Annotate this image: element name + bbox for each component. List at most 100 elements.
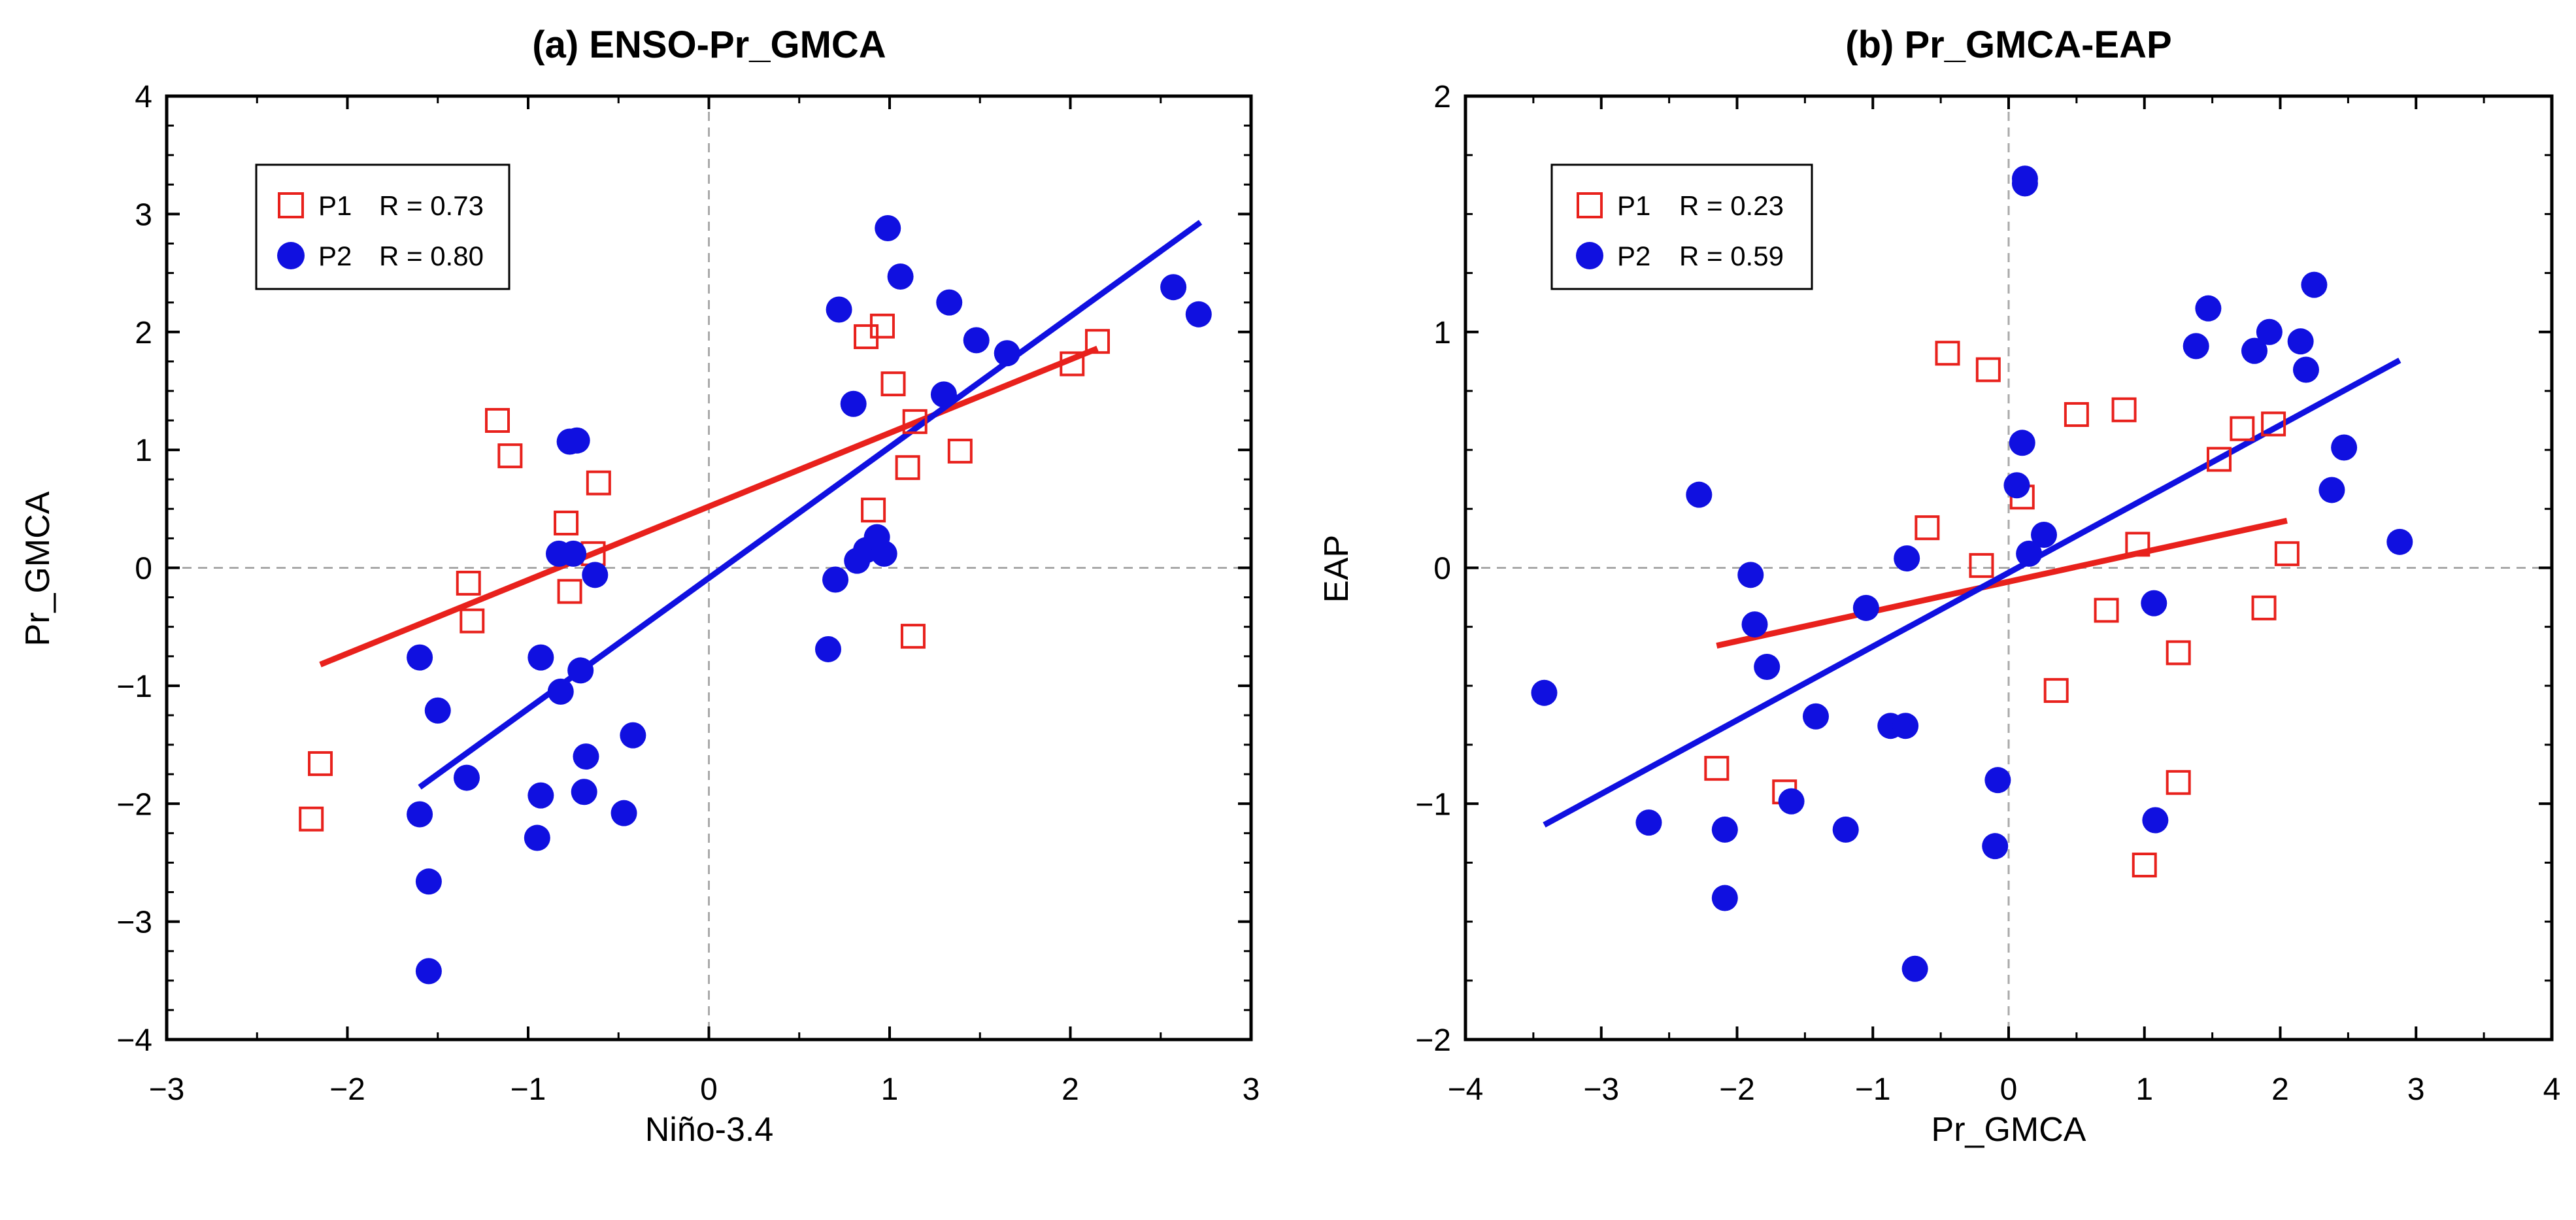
panel-a-point-p1 [861, 498, 886, 523]
panel-a-point-p2 [620, 722, 646, 749]
panel-a-point-p2 [415, 958, 442, 985]
panel-b-fit-line-p2 [1543, 358, 2401, 828]
panel-a-point-p2 [963, 327, 990, 354]
panel-b-legend-box [1550, 163, 1813, 290]
panel-a-y-tick-label: −2 [116, 787, 152, 822]
panel-b-point-p2 [1982, 833, 2009, 860]
panel-b-point-p2 [2292, 356, 2319, 383]
panel-a-points [299, 215, 1212, 985]
panel-b-legend-p2-label: P2 [1617, 241, 1650, 271]
panel-b-point-p2 [2318, 477, 2345, 503]
panel-a-point-p1 [947, 438, 973, 464]
panel-b-point-p2 [2142, 807, 2169, 834]
panel-b-fit-lines [1543, 358, 2401, 828]
panel-a-point-p1 [1060, 351, 1085, 377]
panel-b-legend-p1-label: P1 [1617, 190, 1650, 221]
panel-a-point-p2 [407, 801, 433, 828]
panel-a-point-p1 [586, 470, 611, 496]
panel-a-point-p2 [527, 644, 554, 671]
panel-a-y-axis-label: Pr_GMCA [19, 491, 57, 646]
panel-a-y-tick-label: 0 [135, 552, 152, 586]
panel-a-x-tick-label: 2 [1062, 1072, 1079, 1107]
panel-b-title: (b) Pr_GMCA-EAP [1845, 24, 2171, 66]
panel-b-point-p2 [1894, 545, 1920, 572]
panel-b-y-tick-label: 2 [1433, 80, 1451, 114]
panel-a-point-p2 [826, 296, 852, 323]
panel-b-ticks: −4 −3 −2 −1 0 1 2 3 4 −2 −1 0 1 2 [1415, 80, 2560, 1107]
panel-b-point-p2 [1832, 816, 1859, 843]
panel-a-legend-box [255, 163, 510, 290]
panel-a-point-p2 [611, 800, 637, 826]
panel-a-point-p2 [871, 540, 897, 567]
panel-a-y-tick-label: 3 [135, 197, 152, 232]
panel-a-y-tick-label: 4 [135, 80, 152, 114]
panel-a-point-p2 [567, 657, 594, 684]
panel-a-x-tick-label: −3 [149, 1072, 185, 1107]
panel-a-x-tick-label: 3 [1243, 1072, 1260, 1107]
panel-b-point-p2 [1635, 809, 1662, 836]
panel-b-x-tick-label: −4 [1448, 1072, 1484, 1107]
panel-b-point-p1 [2251, 595, 2277, 620]
panel-b-legend-p1-r-value: R = 0.23 [1679, 190, 1784, 221]
panel-b-y-tick-label: 1 [1433, 316, 1451, 350]
panel-a-legend-p1-r-value: R = 0.73 [379, 190, 484, 221]
panel-b-point-p2 [1531, 679, 1558, 706]
panel-a-x-tick-label: 0 [700, 1072, 718, 1107]
panel-a-point-p2 [415, 868, 442, 895]
panel-a-x-tick-label: −1 [510, 1072, 546, 1107]
panel-b-zero-lines [1465, 96, 2552, 1040]
panel-b-legend-p2-r-value: R = 0.59 [1679, 241, 1784, 271]
panel-a-y-tick-label: −4 [116, 1023, 152, 1058]
panel-a-point-p2 [560, 540, 587, 567]
panel-a-x-axis-label: Niño-3.4 [645, 1111, 774, 1149]
panel-a-point-p2 [571, 779, 597, 805]
panel-a-point-p1 [460, 608, 485, 634]
panel-a-legend-p2-marker [277, 242, 305, 269]
panel-a-y-tick-label: −3 [116, 906, 152, 940]
panel-b-point-p2 [1778, 788, 1805, 815]
panel-b-point-p1 [1935, 341, 1960, 366]
panel-a-point-p2 [453, 764, 480, 791]
panel-b-point-p1 [1915, 515, 1940, 541]
panel-a-point-p2 [1185, 301, 1212, 328]
panel-a-point-p1 [299, 806, 324, 832]
panel-a-fit-line-p1 [319, 345, 1099, 668]
panel-b-points [1531, 165, 2413, 982]
panel-b-x-tick-label: 2 [2271, 1072, 2289, 1107]
panel-a-point-p2 [524, 824, 550, 851]
panel-a-point-p2 [814, 635, 841, 662]
panel-a-point-p2 [547, 678, 574, 705]
panel-a-legend-p1-marker [278, 192, 304, 218]
panel-b-x-tick-label: 1 [2135, 1072, 2153, 1107]
panel-a-point-p2 [887, 263, 914, 290]
panel-b-point-p2 [1754, 654, 1781, 681]
panel-a-point-p1 [484, 408, 510, 433]
panel-b-point-p1 [2207, 447, 2232, 472]
panel-a-y-tick-label: −1 [116, 669, 152, 704]
panel-b-point-p1 [2274, 541, 2300, 566]
panel-a-point-p1 [497, 443, 523, 469]
panel-b-point-p1 [2111, 397, 2137, 422]
panel-a-point-p1 [557, 579, 582, 604]
panel-a-point-p2 [822, 566, 849, 593]
panel-b-point-p2 [2003, 472, 2030, 499]
panel-a-point-p1 [554, 510, 579, 535]
panel-b-point-p2 [2331, 434, 2358, 461]
panel-a: (a) ENSO-Pr_GMCA Niño-3.4 Pr_GMCA −3 −2 −1… [19, 24, 1260, 1149]
panel-b-point-p1 [2064, 402, 2089, 428]
panel-b-x-tick-label: 0 [2000, 1072, 2018, 1107]
panel-a-point-p2 [582, 562, 609, 588]
panel-b-point-p2 [1686, 481, 1713, 508]
panel-a-point-p2 [994, 340, 1020, 367]
panel-b-point-p2 [2031, 521, 2058, 548]
panel-b-point-p1 [1969, 552, 1994, 578]
panel-a-point-p2 [573, 743, 599, 770]
panel-b-y-axis-label: EAP [1318, 535, 1356, 603]
panel-b: (b) Pr_GMCA-EAP Pr_GMCA EAP −4 −3 −2 −1 0 1 2 3… [1318, 24, 2560, 1149]
panel-b-x-tick-label: 4 [2543, 1072, 2561, 1107]
panel-b-legend: P1 R = 0.23 P2 R = 0.59 [1550, 163, 1813, 290]
panel-b-point-p1 [2261, 411, 2286, 437]
panel-a-zero-lines [167, 96, 1251, 1040]
panel-a-point-p1 [308, 751, 333, 776]
panel-a-point-p2 [563, 427, 590, 454]
